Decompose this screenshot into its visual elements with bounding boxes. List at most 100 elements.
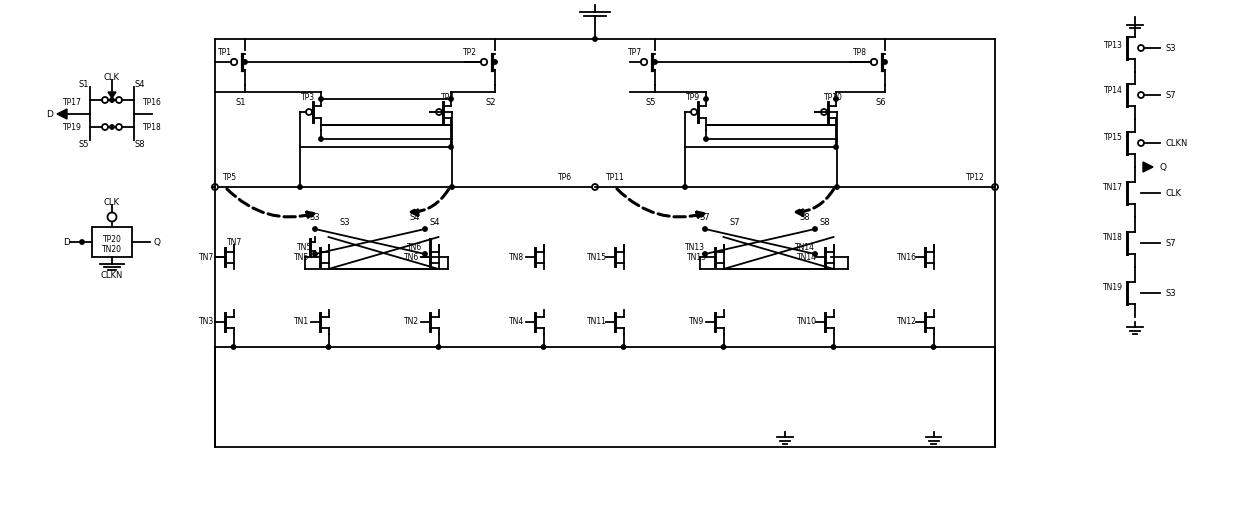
Circle shape: [683, 185, 687, 189]
Circle shape: [652, 60, 657, 64]
Text: TN5: TN5: [298, 242, 312, 251]
Text: TP18: TP18: [143, 123, 161, 131]
Text: TN8: TN8: [510, 252, 525, 262]
Text: TP1: TP1: [218, 48, 232, 56]
Text: TP13: TP13: [1104, 40, 1122, 50]
Text: TP8: TP8: [853, 48, 867, 56]
Text: TP19: TP19: [62, 123, 82, 131]
Text: TN20: TN20: [102, 245, 122, 253]
Circle shape: [319, 97, 324, 101]
Text: S7: S7: [1166, 238, 1176, 248]
Text: S4: S4: [135, 80, 145, 88]
Circle shape: [833, 145, 838, 149]
Text: TN4: TN4: [510, 317, 525, 327]
Text: TN12: TN12: [897, 317, 916, 327]
Text: S8: S8: [800, 212, 810, 221]
Circle shape: [492, 60, 497, 64]
Polygon shape: [57, 109, 67, 119]
Text: S8: S8: [135, 140, 145, 148]
Circle shape: [423, 227, 428, 231]
Circle shape: [436, 345, 440, 349]
Text: TP17: TP17: [62, 98, 82, 107]
Text: TP16: TP16: [143, 98, 161, 107]
Text: Q: Q: [1159, 162, 1167, 172]
Text: TN13: TN13: [684, 242, 706, 251]
Text: S3: S3: [1166, 43, 1176, 53]
Circle shape: [833, 97, 838, 101]
Text: CLKN: CLKN: [100, 271, 123, 281]
Text: S3: S3: [1166, 288, 1176, 297]
Circle shape: [326, 345, 331, 349]
Text: TN9: TN9: [689, 317, 704, 327]
Text: TN19: TN19: [1104, 282, 1123, 292]
Text: CLK: CLK: [1166, 189, 1180, 197]
Text: TP10: TP10: [823, 93, 842, 101]
Text: S5: S5: [645, 98, 656, 107]
Text: S5: S5: [79, 140, 89, 148]
Circle shape: [312, 227, 317, 231]
Circle shape: [79, 240, 84, 244]
Text: TN17: TN17: [1104, 183, 1123, 191]
Text: TP20: TP20: [103, 235, 122, 244]
Circle shape: [703, 227, 707, 231]
Text: TN2: TN2: [404, 317, 419, 327]
Text: TP9: TP9: [686, 93, 701, 101]
Circle shape: [835, 185, 839, 189]
Circle shape: [232, 345, 236, 349]
Circle shape: [542, 345, 546, 349]
Text: TN7: TN7: [227, 237, 243, 247]
Text: CLK: CLK: [104, 72, 120, 82]
Text: S1: S1: [236, 98, 246, 107]
Text: TN14: TN14: [797, 252, 817, 262]
Circle shape: [621, 345, 626, 349]
Text: TN11: TN11: [587, 317, 606, 327]
Polygon shape: [108, 92, 117, 98]
Circle shape: [449, 97, 453, 101]
Text: S6: S6: [875, 98, 885, 107]
Text: TN13: TN13: [687, 252, 707, 262]
Circle shape: [423, 252, 428, 256]
Text: TN5: TN5: [294, 252, 310, 262]
Text: TN6: TN6: [408, 242, 423, 251]
Circle shape: [831, 345, 836, 349]
Text: S2: S2: [485, 98, 496, 107]
Text: S1: S1: [79, 80, 89, 88]
Text: TP4: TP4: [441, 93, 455, 101]
Text: S3: S3: [310, 212, 320, 221]
Text: Q: Q: [154, 237, 161, 247]
Text: D: D: [63, 237, 71, 247]
Circle shape: [593, 37, 598, 41]
Circle shape: [450, 185, 454, 189]
Text: TN3: TN3: [200, 317, 215, 327]
Text: TN6: TN6: [404, 252, 419, 262]
Circle shape: [243, 60, 247, 64]
Text: TN15: TN15: [587, 252, 608, 262]
Text: TP2: TP2: [463, 48, 477, 56]
Circle shape: [319, 137, 324, 141]
Text: TP14: TP14: [1104, 85, 1122, 95]
Circle shape: [703, 252, 707, 256]
Text: S4: S4: [409, 212, 420, 221]
Circle shape: [110, 98, 114, 102]
Text: S7: S7: [699, 212, 711, 221]
Bar: [92, 227, 131, 257]
Circle shape: [722, 345, 725, 349]
Text: TP6: TP6: [558, 173, 572, 181]
Circle shape: [812, 227, 817, 231]
Text: S4: S4: [430, 218, 440, 226]
Text: S3: S3: [340, 218, 351, 226]
Text: D: D: [47, 110, 53, 118]
Text: TN1: TN1: [294, 317, 310, 327]
Text: TP12: TP12: [966, 173, 985, 181]
Text: TN14: TN14: [795, 242, 815, 251]
Circle shape: [312, 252, 317, 256]
Circle shape: [449, 145, 453, 149]
Circle shape: [931, 345, 936, 349]
Circle shape: [704, 97, 708, 101]
Polygon shape: [1143, 162, 1153, 172]
Text: CLKN: CLKN: [1166, 139, 1188, 147]
Text: TN18: TN18: [1104, 233, 1123, 241]
Text: TP7: TP7: [627, 48, 642, 56]
Text: S8: S8: [820, 218, 831, 226]
Text: TP11: TP11: [605, 173, 625, 181]
